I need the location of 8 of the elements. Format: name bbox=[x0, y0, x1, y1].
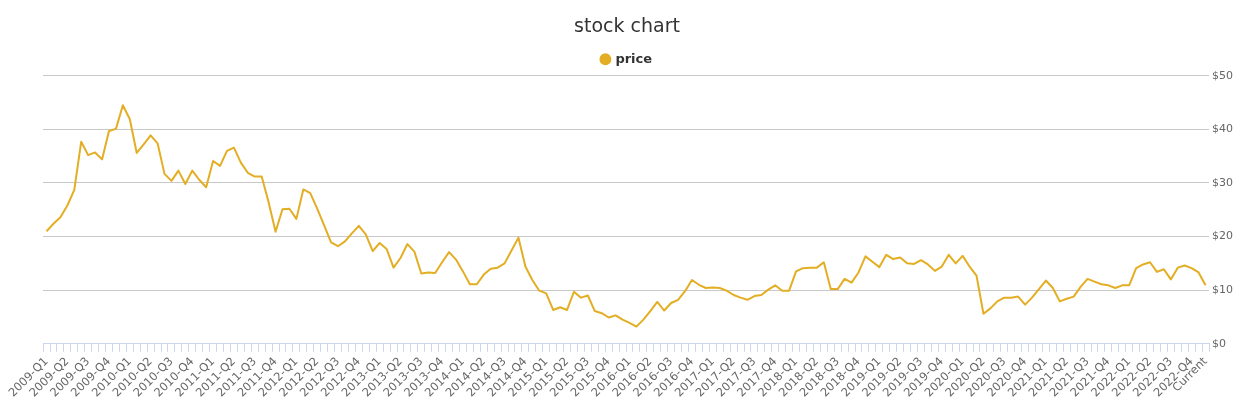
legend-label: price bbox=[615, 50, 653, 66]
y-tick-label: $40 bbox=[1212, 122, 1233, 136]
y-tick-label: $0 bbox=[1212, 336, 1226, 350]
y-tick-label: $10 bbox=[1212, 283, 1233, 297]
chart-title: stock chart bbox=[574, 14, 680, 37]
y-tick-label: $30 bbox=[1212, 175, 1233, 189]
y-tick-label: $50 bbox=[1212, 68, 1233, 82]
y-tick-label: $20 bbox=[1212, 229, 1233, 243]
